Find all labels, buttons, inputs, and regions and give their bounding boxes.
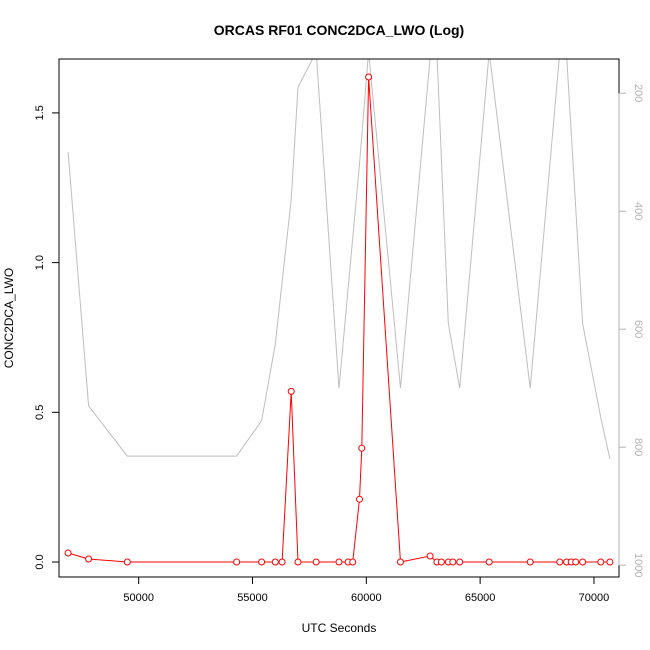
y2-axis: 200 400 600 800 1000 xyxy=(618,84,644,577)
y-tick-label: 0.5 xyxy=(34,405,46,420)
data-point xyxy=(397,558,404,566)
primary-series-line xyxy=(67,76,610,563)
data-point xyxy=(456,558,464,566)
x-tick-label: 50000 xyxy=(123,592,154,604)
data-point xyxy=(606,558,614,566)
data-point xyxy=(426,552,434,560)
plot-frame xyxy=(58,58,620,578)
data-point xyxy=(271,558,279,566)
data-point xyxy=(85,555,93,563)
y-axis: 0.0 0.5 1.0 1.5 xyxy=(34,105,60,570)
y-tick-label: 0.0 xyxy=(34,554,46,569)
x-tick-label: 70000 xyxy=(579,592,610,604)
data-point xyxy=(526,558,534,566)
x-tick-label: 65000 xyxy=(465,592,496,604)
y2-tick-label: 200 xyxy=(632,84,644,102)
y-tick-label: 1.0 xyxy=(34,255,46,270)
data-point xyxy=(358,444,366,452)
data-point xyxy=(335,558,343,566)
y-axis-label: CONC2DCA_LWO xyxy=(2,268,16,368)
y2-tick-label: 400 xyxy=(632,202,644,220)
data-point xyxy=(287,387,295,395)
chart-title: ORCAS RF01 CONC2DCA_LWO (Log) xyxy=(214,22,464,38)
data-point xyxy=(294,558,302,566)
data-point xyxy=(597,558,605,566)
data-point xyxy=(365,73,373,81)
data-point xyxy=(349,558,357,566)
plot-area xyxy=(64,59,614,566)
data-point xyxy=(579,558,587,566)
y2-tick-label: 600 xyxy=(632,320,644,338)
x-axis-label: UTC Seconds xyxy=(302,621,377,635)
data-point xyxy=(449,558,457,566)
data-point xyxy=(64,549,72,557)
data-point xyxy=(437,558,445,566)
data-point xyxy=(356,495,363,503)
data-point xyxy=(258,558,266,566)
data-point xyxy=(556,558,564,566)
data-point xyxy=(278,558,286,566)
x-axis: 50000 55000 60000 65000 70000 xyxy=(123,576,610,604)
y2-tick-label: 800 xyxy=(632,438,644,456)
data-point xyxy=(485,558,493,566)
y-tick-label: 1.5 xyxy=(34,105,46,120)
data-point xyxy=(123,558,131,566)
x-tick-label: 60000 xyxy=(351,592,382,604)
data-point xyxy=(312,558,320,566)
secondary-series-line xyxy=(67,59,611,460)
data-point xyxy=(572,558,580,566)
x-tick-label: 55000 xyxy=(237,592,268,604)
y2-tick-label: 1000 xyxy=(632,553,644,577)
data-point xyxy=(233,558,241,566)
